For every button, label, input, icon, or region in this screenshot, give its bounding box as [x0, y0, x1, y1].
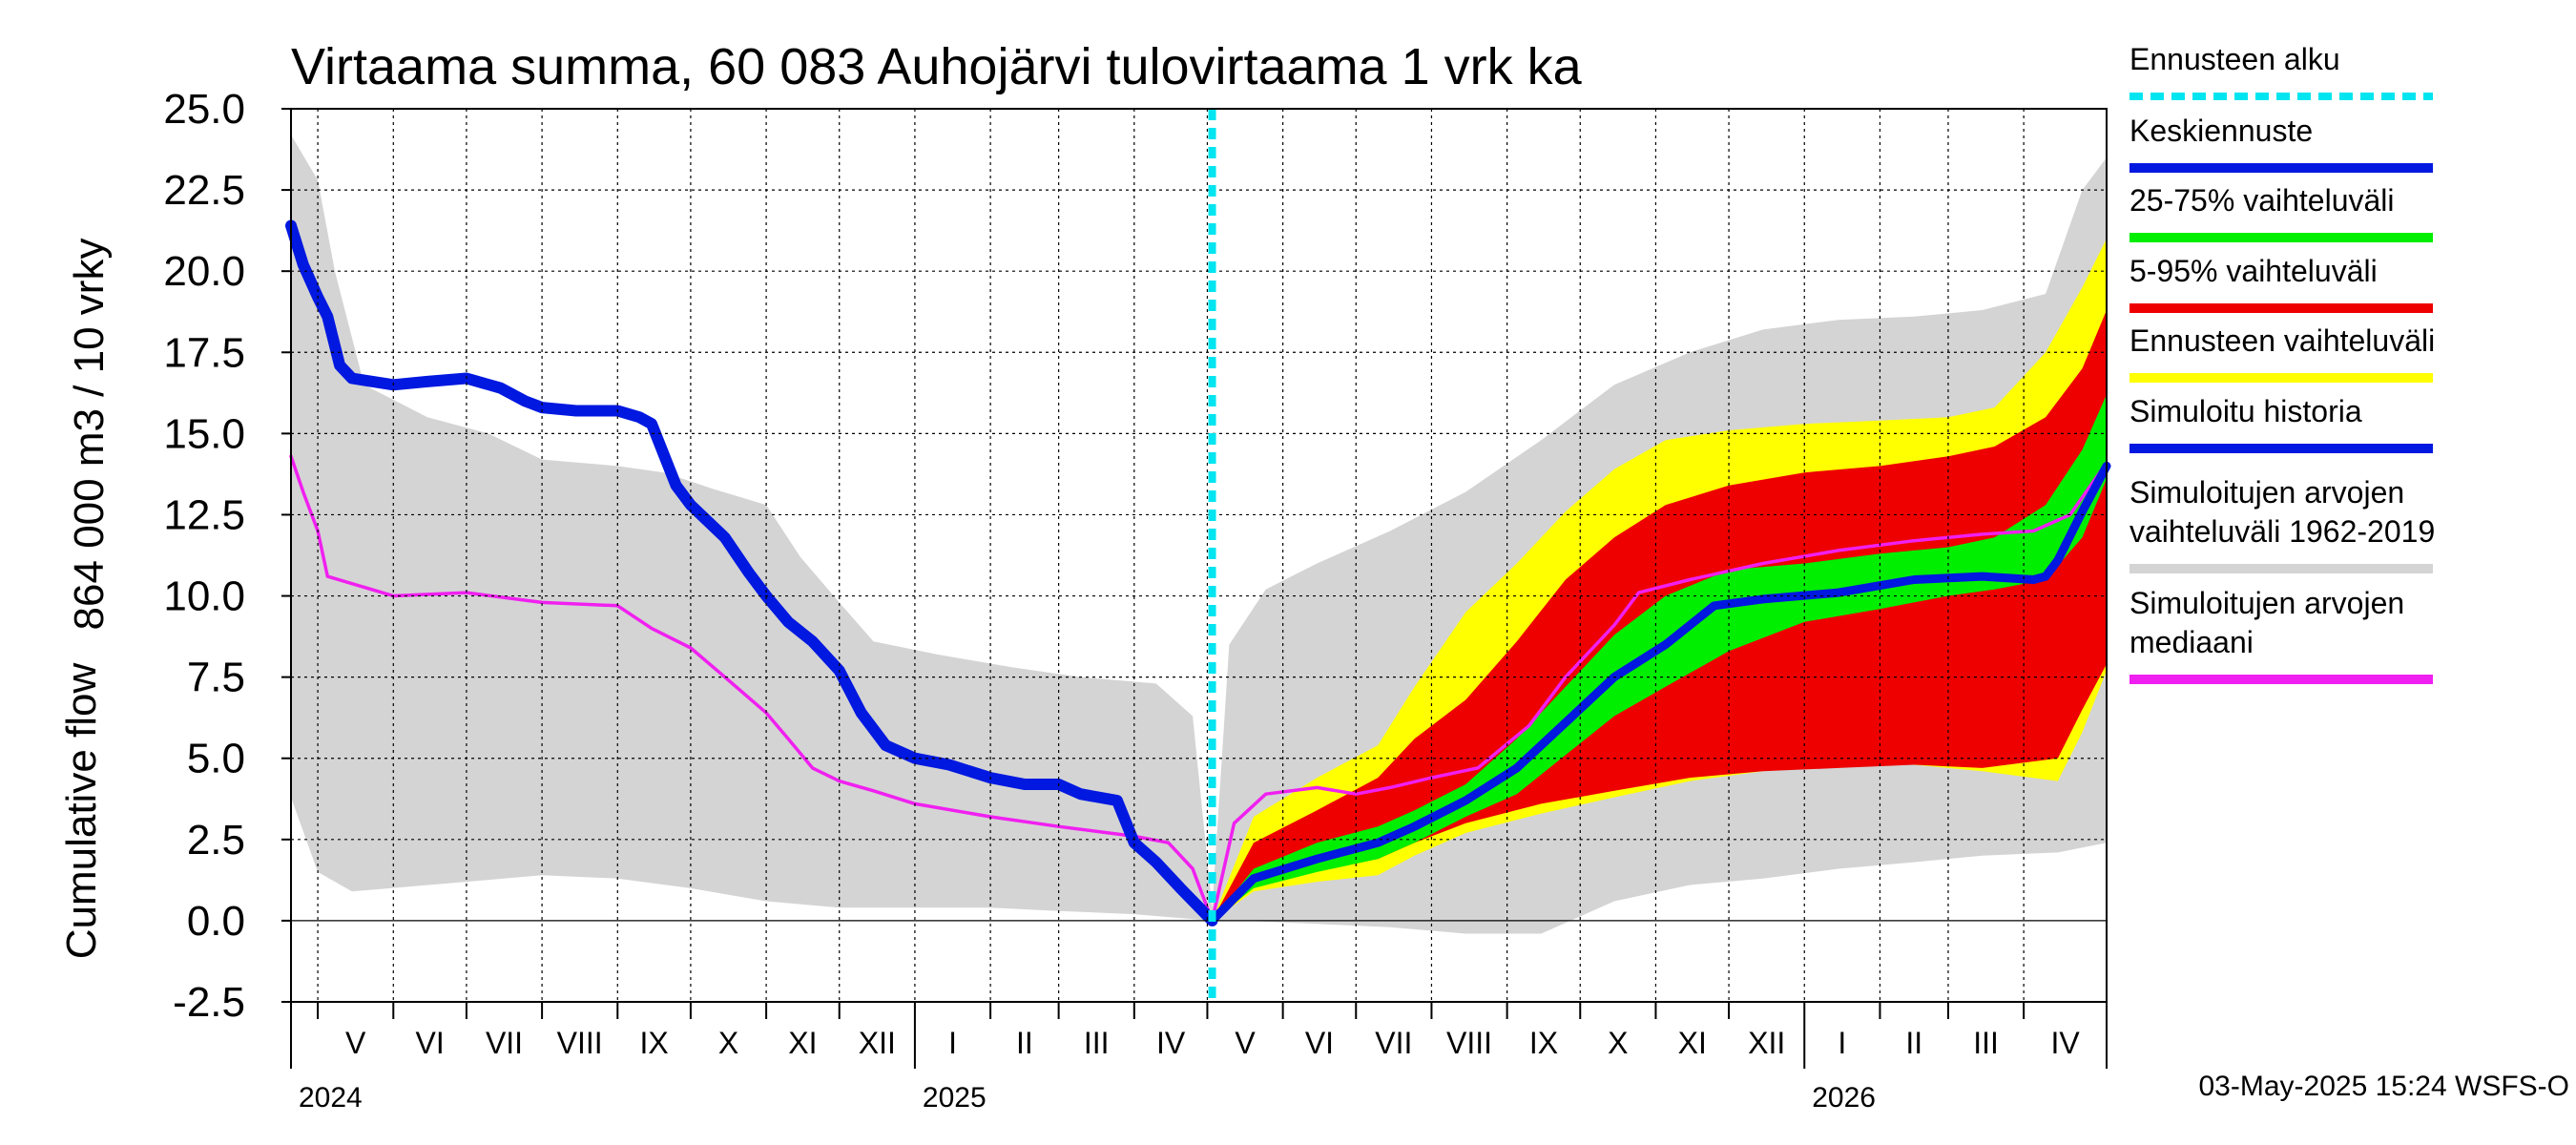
- month-label: III: [1973, 1026, 1999, 1060]
- legend-label: mediaani: [2129, 625, 2254, 659]
- month-label: III: [1084, 1026, 1110, 1060]
- month-label: I: [948, 1026, 957, 1060]
- plot-area: [285, 135, 2111, 934]
- month-label: X: [1608, 1026, 1628, 1060]
- y-tick-label: 10.0: [163, 573, 245, 620]
- month-label: XI: [1678, 1026, 1707, 1060]
- month-label: VI: [415, 1026, 444, 1060]
- plot-frame: [290, 108, 2108, 1003]
- legend-label: Ennusteen alku: [2129, 42, 2340, 76]
- legend-label: Keskiennuste: [2129, 114, 2313, 148]
- y-tick-label: 7.5: [187, 655, 245, 701]
- month-label: IV: [2050, 1026, 2080, 1060]
- legend: Ennusteen alku Keskiennuste 25-75% vaihtel…: [2129, 42, 2435, 684]
- y-tick-label: 5.0: [187, 736, 245, 782]
- month-label: I: [1838, 1026, 1846, 1060]
- year-label: 2024: [299, 1082, 363, 1114]
- y-tick-label: 17.5: [163, 329, 245, 376]
- legend-label: vaihteluväli 1962-2019: [2129, 514, 2435, 549]
- month-label: VII: [1375, 1026, 1412, 1060]
- y-tick-label: 22.5: [163, 167, 245, 214]
- y-axis-label-top: 864 000 m3 / 10 vrky: [66, 239, 113, 631]
- y-tick-label: 25.0: [163, 86, 245, 133]
- legend-label: 5-95% vaihteluväli: [2129, 254, 2378, 288]
- month-label: XII: [1748, 1026, 1785, 1060]
- axes: 25.0 22.5 20.0 17.5 15.0 12.5 10.0 7.5 5.0 2.5 0.0…: [163, 86, 2108, 1114]
- y-axis-label-bottom: Cumulative flow: [58, 663, 105, 960]
- y-tick-label: 20.0: [163, 248, 245, 295]
- legend-label: Simuloitujen arvojen: [2129, 586, 2404, 620]
- month-label: IX: [1529, 1026, 1558, 1060]
- mean-forecast-line: [1208, 461, 2111, 926]
- historical-median-line: [289, 454, 2109, 923]
- month-label: II: [1016, 1026, 1033, 1060]
- month-label: VIII: [1446, 1026, 1492, 1060]
- month-label: VIII: [557, 1026, 603, 1060]
- timestamp-footer: 03-May-2025 15:24 WSFS-O: [2199, 1071, 2570, 1102]
- range-25-75-band: [1212, 394, 2107, 921]
- month-label: XI: [788, 1026, 817, 1060]
- legend-label: Simuloitujen arvojen: [2129, 475, 2404, 510]
- month-label: V: [345, 1026, 366, 1060]
- legend-label: Ennusteen vaihteluväli: [2129, 323, 2435, 358]
- year-label: 2026: [1812, 1082, 1876, 1114]
- month-label: VII: [486, 1026, 523, 1060]
- month-label: IX: [639, 1026, 668, 1060]
- y-tick-label: 0.0: [187, 898, 245, 945]
- month-label: VI: [1305, 1026, 1334, 1060]
- month-label: X: [718, 1026, 738, 1060]
- y-tick-label: 2.5: [187, 817, 245, 864]
- legend-label: 25-75% vaihteluväli: [2129, 183, 2395, 218]
- y-tick-label: 12.5: [163, 491, 245, 538]
- month-label: V: [1235, 1026, 1256, 1060]
- month-label: IV: [1156, 1026, 1186, 1060]
- y-tick-label: 15.0: [163, 410, 245, 457]
- month-label: XII: [859, 1026, 896, 1060]
- chart-title: Virtaama summa, 60 083 Auhojärvi tulovir…: [291, 38, 1583, 95]
- year-label: 2025: [923, 1082, 987, 1114]
- month-label: II: [1905, 1026, 1922, 1060]
- legend-label: Simuloitu historia: [2129, 394, 2362, 428]
- y-tick-label: -2.5: [173, 979, 245, 1026]
